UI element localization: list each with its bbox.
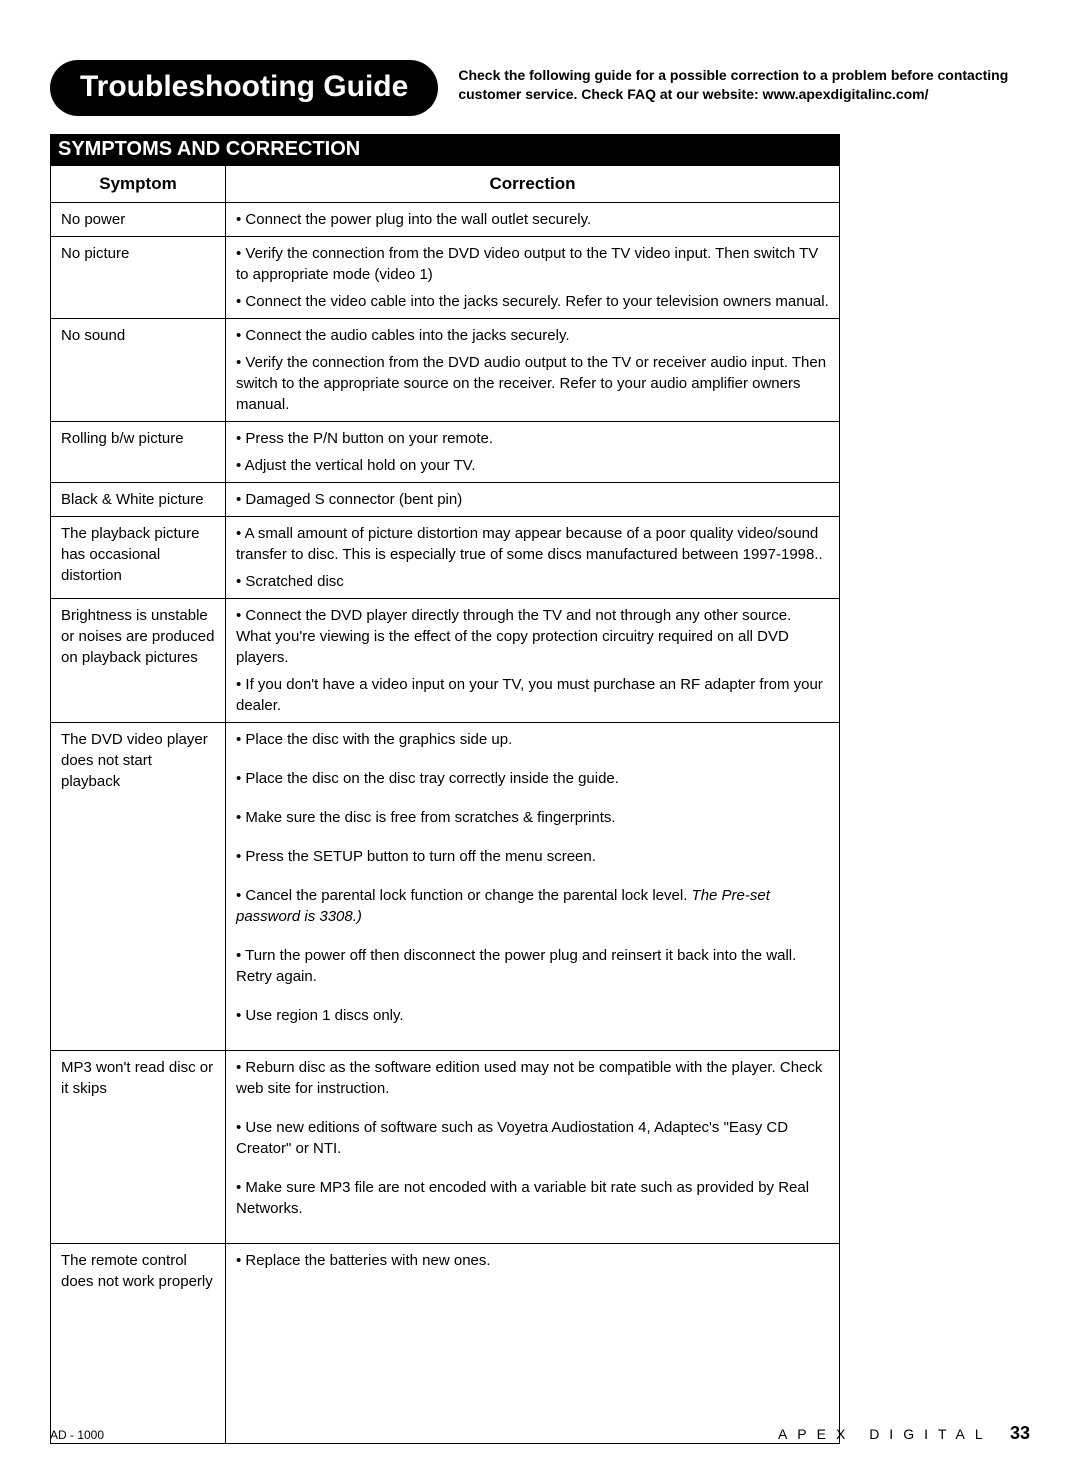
correction-line: • Adjust the vertical hold on your TV.	[236, 455, 829, 476]
table-row: The DVD video player does not start play…	[51, 722, 840, 1050]
symptom-cell: No power	[51, 202, 226, 236]
correction-line: • Reburn disc as the software edition us…	[236, 1057, 829, 1099]
correction-line: • Connect the power plug into the wall o…	[236, 209, 829, 230]
correction-line: • Connect the video cable into the jacks…	[236, 291, 829, 312]
brand-label: APEX DIGITAL 33	[778, 1423, 1030, 1444]
correction-cell: • Verify the connection from the DVD vid…	[226, 236, 840, 318]
table-row: Brightness is unstable or noises are pro…	[51, 598, 840, 722]
intro-text: Check the following guide for a possible…	[458, 60, 1030, 104]
symptom-cell: The playback picture has occasional dist…	[51, 516, 226, 598]
correction-line: • Use region 1 discs only.	[236, 1005, 829, 1026]
table-row: No sound • Connect the audio cables into …	[51, 318, 840, 421]
table-body: No power • Connect the power plug into th…	[51, 202, 840, 1443]
correction-line: • Turn the power off then disconnect the…	[236, 945, 829, 987]
footer: AD - 1000 APEX DIGITAL 33	[50, 1423, 1030, 1444]
table-row: Rolling b/w picture• Press the P/N butto…	[51, 421, 840, 482]
symptom-cell: The remote control does not work properl…	[51, 1243, 226, 1443]
troubleshooting-table: Symptom Correction No power • Connect the…	[50, 165, 840, 1444]
table-row: Black & White picture • Damaged S connect…	[51, 482, 840, 516]
col-header-symptom: Symptom	[51, 166, 226, 203]
correction-cell: • Reburn disc as the software edition us…	[226, 1050, 840, 1243]
table-header-row: Symptom Correction	[51, 166, 840, 203]
correction-line: • Make sure MP3 file are not encoded wit…	[236, 1177, 829, 1219]
symptom-cell: Brightness is unstable or noises are pro…	[51, 598, 226, 722]
correction-line: • Place the disc with the graphics side …	[236, 729, 829, 750]
symptom-cell: MP3 won't read disc or it skips	[51, 1050, 226, 1243]
correction-line: • Connect the audio cables into the jack…	[236, 325, 829, 346]
table-row: No power • Connect the power plug into th…	[51, 202, 840, 236]
symptom-cell: No sound	[51, 318, 226, 421]
header-row: Troubleshooting Guide Check the followin…	[50, 60, 1030, 116]
correction-line: • Cancel the parental lock function or c…	[236, 885, 829, 927]
symptom-cell: Rolling b/w picture	[51, 421, 226, 482]
table-row: No picture• Verify the connection from t…	[51, 236, 840, 318]
symptom-cell: The DVD video player does not start play…	[51, 722, 226, 1050]
page: Troubleshooting Guide Check the followin…	[0, 0, 1080, 1474]
correction-cell: • A small amount of picture distortion m…	[226, 516, 840, 598]
correction-line: • Connect the DVD player directly throug…	[236, 605, 829, 668]
table-row: MP3 won't read disc or it skips• Reburn …	[51, 1050, 840, 1243]
correction-line: • Damaged S connector (bent pin)	[236, 489, 829, 510]
correction-cell: • Place the disc with the graphics side …	[226, 722, 840, 1050]
page-title: Troubleshooting Guide	[50, 60, 438, 116]
correction-line: • Replace the batteries with new ones.	[236, 1250, 829, 1271]
correction-cell: • Connect the audio cables into the jack…	[226, 318, 840, 421]
correction-line: • Press the P/N button on your remote.	[236, 428, 829, 449]
correction-line: • Press the SETUP button to turn off the…	[236, 846, 829, 867]
correction-line: • If you don't have a video input on you…	[236, 674, 829, 716]
correction-line: • Verify the connection from the DVD aud…	[236, 352, 829, 415]
table-row: The playback picture has occasional dist…	[51, 516, 840, 598]
correction-line: • Place the disc on the disc tray correc…	[236, 768, 829, 789]
correction-cell: • Connect the power plug into the wall o…	[226, 202, 840, 236]
correction-line: • A small amount of picture distortion m…	[236, 523, 829, 565]
correction-cell: • Damaged S connector (bent pin)	[226, 482, 840, 516]
model-label: AD - 1000	[50, 1428, 104, 1442]
table-row: The remote control does not work properl…	[51, 1243, 840, 1443]
correction-line: • Make sure the disc is free from scratc…	[236, 807, 829, 828]
correction-line: • Use new editions of software such as V…	[236, 1117, 829, 1159]
page-number: 33	[1010, 1423, 1030, 1443]
correction-line: • Verify the connection from the DVD vid…	[236, 243, 829, 285]
correction-cell: • Replace the batteries with new ones.	[226, 1243, 840, 1443]
correction-cell: • Press the P/N button on your remote. • …	[226, 421, 840, 482]
symptom-cell: No picture	[51, 236, 226, 318]
correction-cell: • Connect the DVD player directly throug…	[226, 598, 840, 722]
symptom-cell: Black & White picture	[51, 482, 226, 516]
brand-text: APEX DIGITAL	[778, 1426, 993, 1442]
section-bar: SYMPTOMS AND CORRECTION	[50, 134, 840, 165]
col-header-correction: Correction	[226, 166, 840, 203]
correction-line: • Scratched disc	[236, 571, 829, 592]
